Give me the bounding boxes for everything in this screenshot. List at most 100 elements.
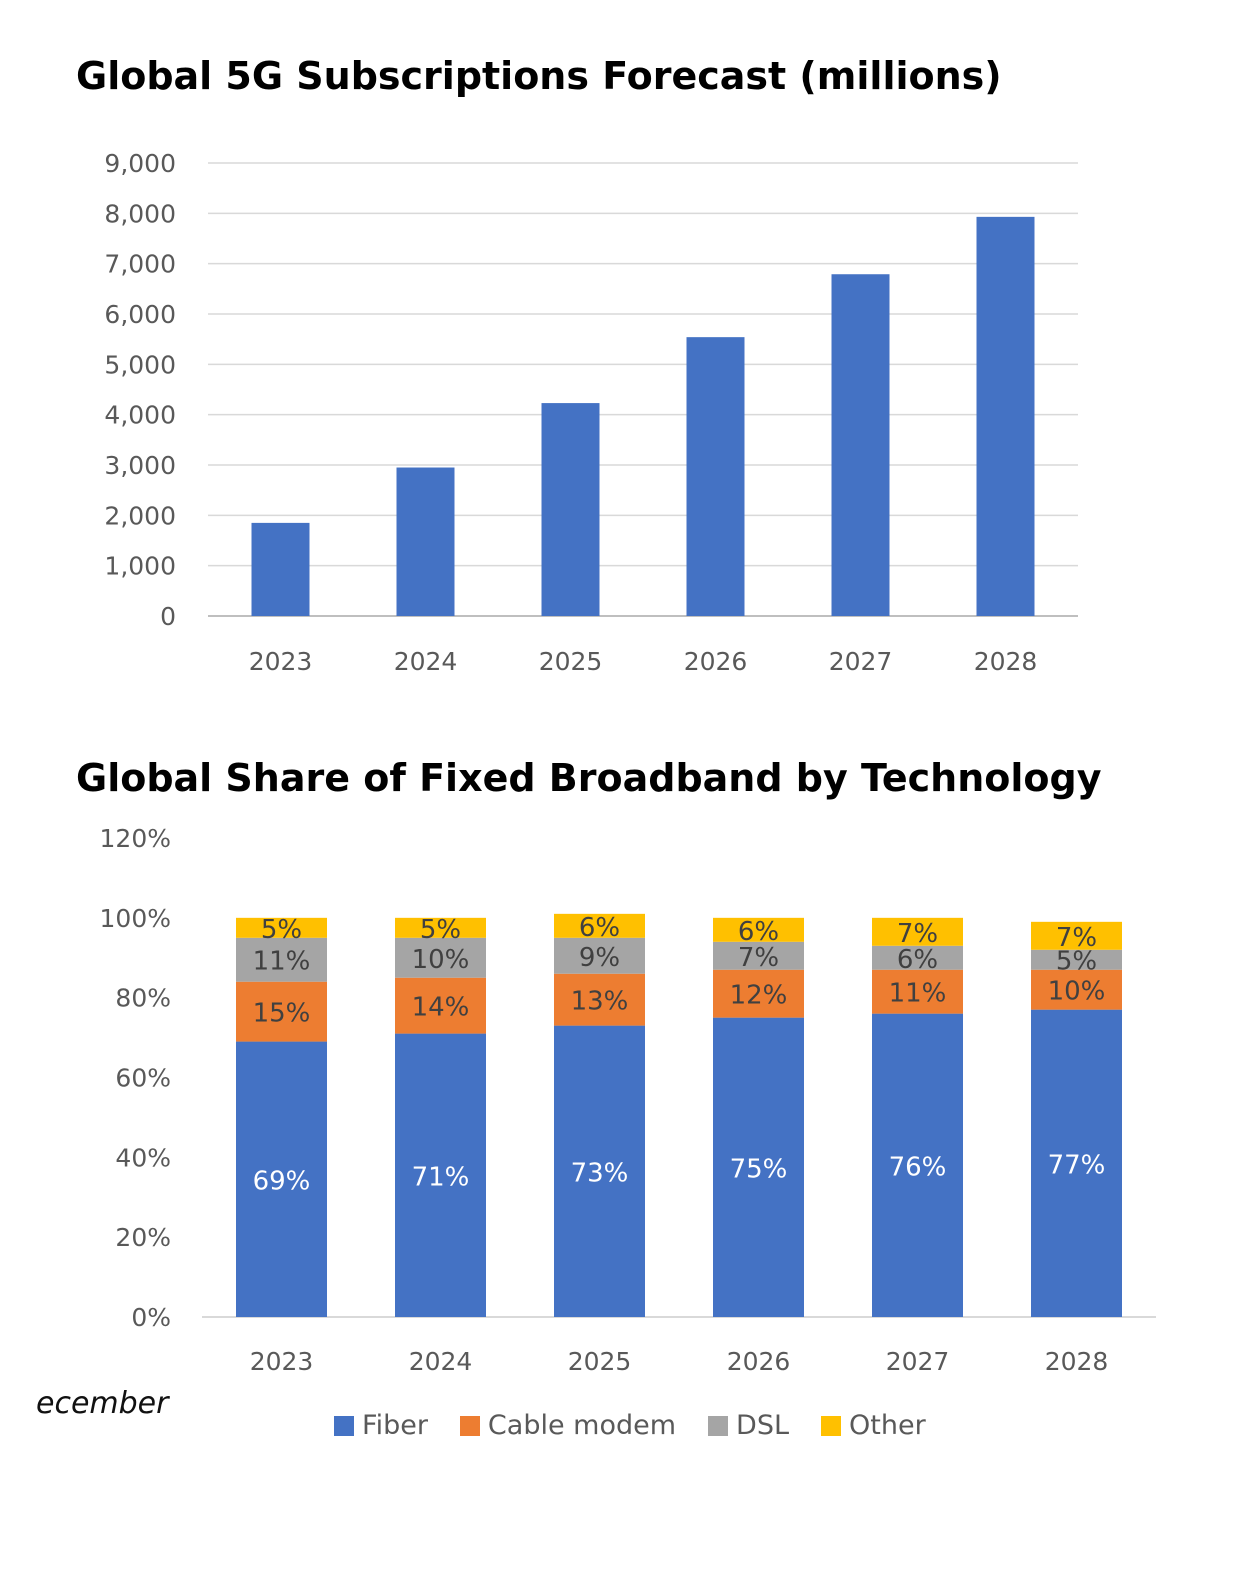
chart2-title: Global Share of Fixed Broadband by Techn… [76,756,1102,800]
legend-swatch [459,1415,480,1436]
bar-segment-cable-modem [872,969,963,1014]
y-tick-label: 0% [131,1303,171,1332]
bar-segment-cable-modem [554,973,645,1026]
data-label: 7% [738,943,779,973]
legend-item: Cable modem [459,1410,677,1441]
bar-segment-other [1031,921,1122,950]
x-tick-label: 2024 [394,647,458,676]
data-label: 69% [253,1166,311,1196]
y-tick-label: 7,000 [104,250,176,279]
data-label: 5% [1056,947,1097,977]
x-tick-label: 2028 [974,647,1038,676]
y-tick-label: 8,000 [104,199,176,228]
data-label: 11% [889,979,947,1009]
data-label: 14% [412,993,470,1023]
y-tick-label: 4,000 [104,401,176,430]
y-tick-label: 120% [100,824,171,853]
x-tick-label: 2023 [250,1347,314,1376]
bar-segment-other [554,913,645,938]
data-label: 13% [571,987,629,1017]
bar-segment-dsl [236,937,327,982]
data-label: 77% [1048,1150,1106,1180]
y-tick-label: 3,000 [104,451,176,480]
bar-segment-fiber [395,1033,486,1317]
cropped-footer-text: ecember [36,1386,169,1421]
y-tick-label: 2,000 [104,501,176,530]
legend-item: DSL [708,1410,789,1441]
chart2-legend: Fiber Cable modem DSL Other [334,1410,926,1441]
x-tick-label: 2024 [409,1347,473,1376]
data-label: 6% [579,913,620,943]
data-label: 7% [897,919,938,949]
legend-swatch [334,1415,354,1436]
bar-segment-cable-modem [713,969,804,1018]
bar-segment-other [872,917,963,946]
bar-segment-other [236,917,327,938]
data-label: 71% [412,1162,470,1192]
bar-segment-other [395,917,486,938]
bar [976,216,1035,616]
bar-segment-dsl [554,937,645,974]
bar [686,337,745,616]
legend-label: DSL [736,1410,790,1441]
y-tick-label: 1,000 [104,552,176,581]
y-tick-label: 100% [100,904,171,933]
y-tick-label: 9,000 [104,149,176,178]
bar-segment-other [713,917,804,942]
y-tick-label: 20% [115,1223,171,1252]
bar-segment-cable-modem [236,981,327,1042]
data-label: 7% [1056,923,1097,953]
y-tick-label: 6,000 [104,300,176,329]
legend-item: Fiber [334,1410,428,1441]
data-label: 10% [1048,977,1106,1007]
legend-swatch [708,1415,729,1436]
legend-swatch [821,1415,842,1436]
x-tick-label: 2026 [727,1347,791,1376]
data-label: 75% [730,1154,788,1184]
data-label: 6% [738,917,779,947]
bar-segment-dsl [1031,949,1122,970]
y-tick-label: 0 [160,602,176,631]
y-tick-label: 5,000 [104,350,176,379]
data-label: 9% [579,943,620,973]
bar [396,467,455,616]
legend-label: Cable modem [487,1410,677,1441]
bar-segment-cable-modem [395,977,486,1034]
chart1-title: Global 5G Subscriptions Forecast (millio… [76,54,1002,98]
x-tick-label: 2027 [886,1347,950,1376]
data-label: 5% [261,915,302,945]
bar-segment-dsl [713,941,804,970]
data-label: 73% [571,1158,629,1188]
bar-segment-fiber [554,1025,645,1317]
bar-segment-fiber [713,1017,804,1317]
x-tick-label: 2023 [249,647,313,676]
x-tick-label: 2027 [829,647,893,676]
legend-label: Fiber [362,1410,428,1441]
broadband-share-stacked-chart: 0%20%40%60%80%100%120%69%15%11%5%202371%… [100,824,1156,1376]
bar [831,274,890,616]
bar-segment-dsl [395,937,486,978]
y-tick-label: 80% [115,984,171,1013]
bar-segment-dsl [872,945,963,970]
x-tick-label: 2026 [684,647,748,676]
data-label: 6% [897,945,938,975]
x-tick-label: 2025 [539,647,603,676]
subscriptions-bar-chart: 0 1,000 2,000 3,000 4,000 5,000 6,000 7,000 8,00… [104,149,1078,676]
bar-segment-cable-modem [1031,969,1122,1010]
data-label: 15% [253,999,311,1029]
data-label: 76% [889,1152,947,1182]
legend-item: Other [821,1410,926,1441]
bar [251,522,310,616]
bar [541,403,600,616]
bar-segment-fiber [236,1041,327,1317]
data-label: 11% [253,947,311,977]
legend-label: Other [849,1410,926,1441]
data-label: 5% [420,915,461,945]
bar-segment-fiber [872,1013,963,1317]
data-label: 10% [412,945,470,975]
x-tick-label: 2025 [568,1347,632,1376]
bar-segment-fiber [1031,1009,1122,1317]
y-tick-label: 40% [115,1143,171,1172]
x-tick-label: 2028 [1045,1347,1109,1376]
y-tick-label: 60% [115,1064,171,1093]
